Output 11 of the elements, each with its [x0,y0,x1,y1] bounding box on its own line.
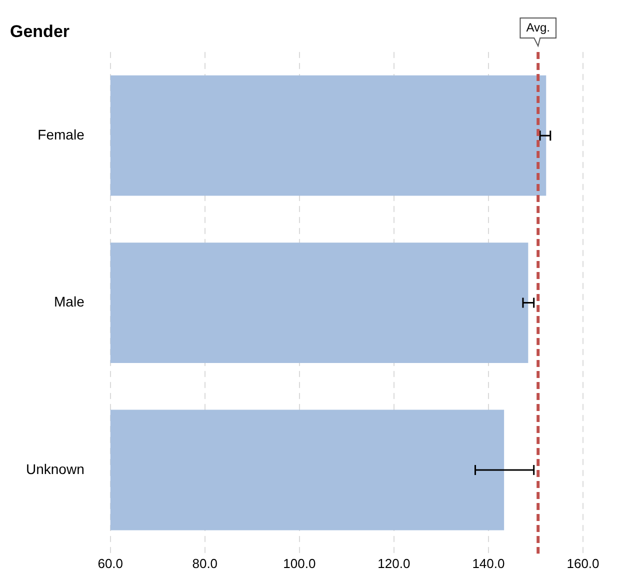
x-tick-label: 80.0 [192,556,218,571]
y-tick-label: Female [38,126,85,142]
ref-line-label: Avg. [526,20,550,34]
x-tick-label: 140.0 [472,556,505,571]
x-tick-label: 60.0 [98,556,124,571]
x-tick-label: 100.0 [283,556,316,571]
x-tick-label: 120.0 [378,556,410,571]
y-tick-label: Unknown [26,460,84,477]
chart-title: Gender [10,22,70,42]
x-tick-label: 160.0 [566,556,600,571]
y-tick-label: Male [54,294,85,310]
